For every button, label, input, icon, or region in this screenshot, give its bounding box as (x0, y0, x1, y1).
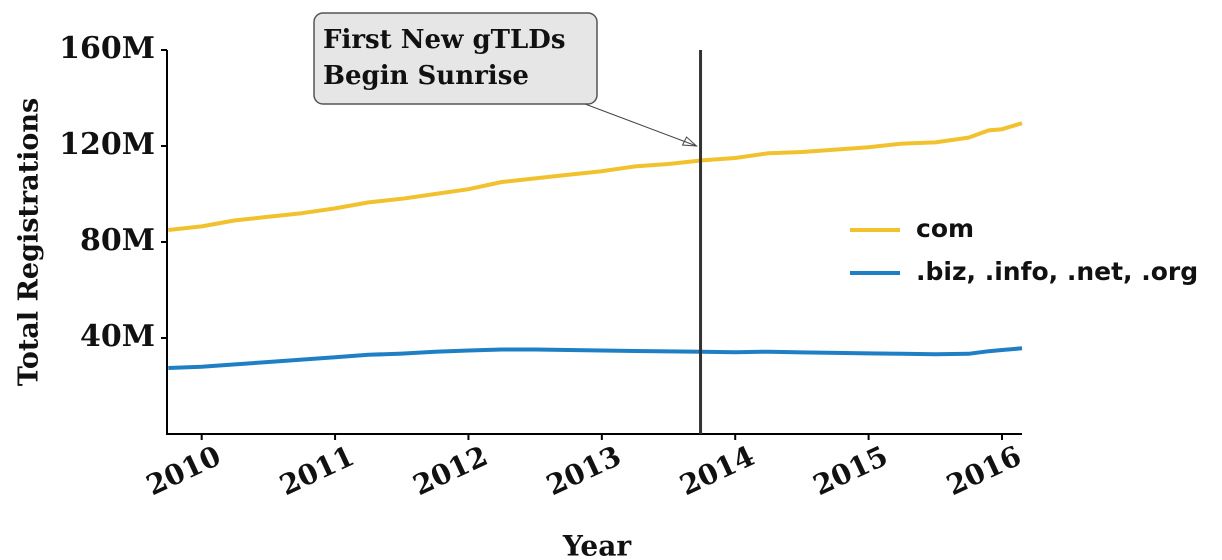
annotation-arrow (584, 103, 697, 147)
series-line (168, 346, 1023, 370)
annotation-box (313, 12, 598, 105)
x-tick-label: 2010 (141, 439, 226, 502)
annotation-arrowhead (681, 136, 698, 147)
series-line (168, 121, 1023, 232)
y-tick-label: 160M (59, 31, 155, 66)
x-tick-label: 2013 (541, 439, 626, 502)
legend-label: .biz, .info, .net, .org (916, 257, 1198, 286)
annotation-text: Begin Sunrise (323, 61, 529, 91)
x-tick-label: 2012 (408, 439, 493, 502)
x-axis-label: Year (562, 530, 633, 560)
y-axis-label: Total Registrations (14, 98, 45, 386)
y-tick-label: 120M (59, 127, 155, 162)
annotation-text: First New gTLDs (323, 25, 565, 55)
x-tick-label: 2011 (275, 439, 360, 502)
y-tick-label: 40M (80, 319, 155, 354)
x-tick-label: 2015 (808, 439, 893, 502)
x-tick-label: 2014 (675, 439, 760, 502)
x-tick-label: 2016 (942, 439, 1027, 502)
legend-label: com (916, 214, 974, 243)
y-tick-label: 80M (80, 223, 155, 258)
